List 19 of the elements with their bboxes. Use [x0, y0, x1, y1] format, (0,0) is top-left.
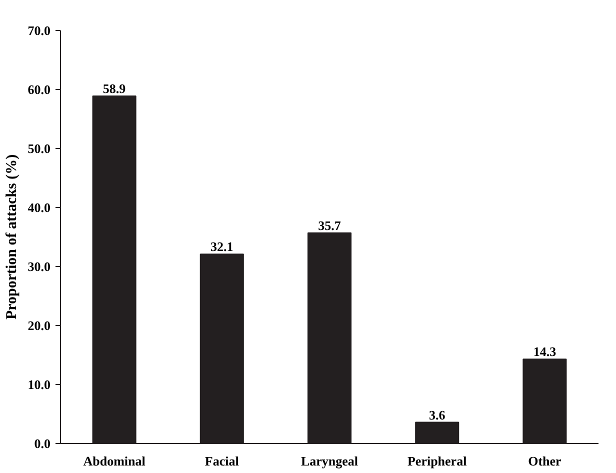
data-label: 3.6 — [428, 407, 446, 422]
data-label: 32.1 — [210, 239, 234, 254]
y-axis-title: Proportion of attacks (%) — [4, 154, 20, 320]
y-tick-label: 40.0 — [28, 200, 50, 215]
x-tick-label: Facial — [204, 454, 240, 468]
y-tick-label: 50.0 — [28, 141, 50, 156]
data-label: 35.7 — [318, 218, 342, 233]
y-tick-label: 70.0 — [28, 23, 50, 38]
y-tick-label: 10.0 — [28, 377, 50, 392]
x-tick-label: Peripheral — [408, 454, 468, 468]
y-tick-label: 0.0 — [34, 436, 50, 451]
y-tick-label: 30.0 — [28, 259, 50, 274]
data-label: 14.3 — [533, 344, 557, 360]
x-tick-label: Other — [528, 454, 562, 468]
x-tick-label: Laryngeal — [300, 454, 358, 468]
y-tick-label: 20.0 — [28, 318, 50, 333]
data-label: 58.9 — [102, 80, 126, 96]
x-tick-label: Abdominal — [83, 454, 146, 468]
y-tick-label: 60.0 — [28, 82, 50, 97]
